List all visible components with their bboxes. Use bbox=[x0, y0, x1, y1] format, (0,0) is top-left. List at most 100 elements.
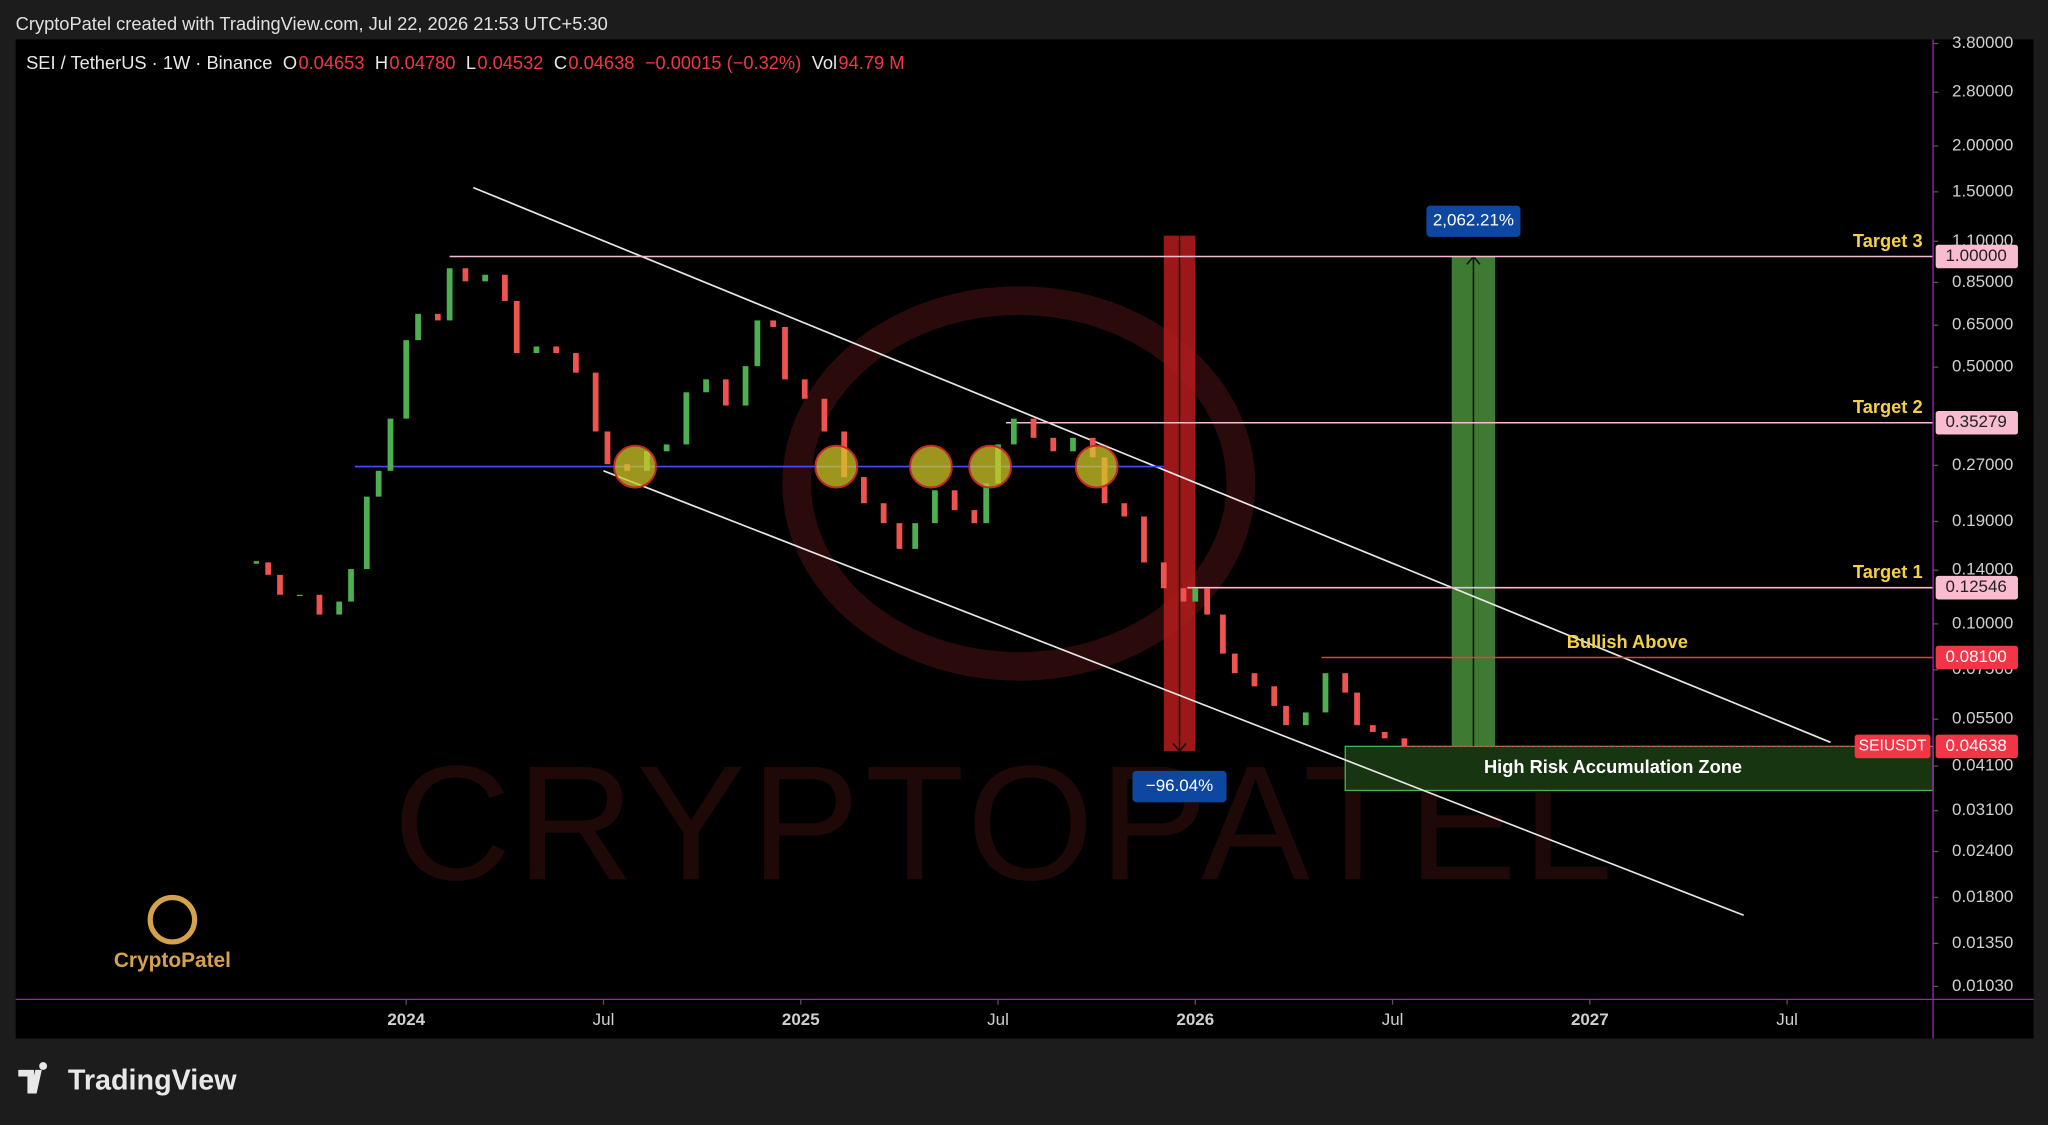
x-tick-label: Jul bbox=[593, 1010, 615, 1029]
candle bbox=[932, 490, 938, 524]
candle bbox=[951, 490, 958, 511]
candle bbox=[296, 594, 303, 597]
touch-marker bbox=[968, 444, 1013, 489]
x-tick-label: 2027 bbox=[1571, 1010, 1609, 1029]
last-name-box bbox=[1854, 734, 1931, 759]
candle bbox=[683, 392, 690, 445]
candle bbox=[1070, 437, 1076, 452]
watermark-ring bbox=[782, 286, 1256, 681]
candle bbox=[703, 379, 709, 393]
plot-layer: High Risk Accumulation Zone −96.04% 2,062.… bbox=[253, 186, 1934, 917]
y-tick-label: 0.85000 bbox=[1952, 272, 2013, 291]
candle bbox=[604, 431, 611, 465]
candle bbox=[592, 372, 599, 432]
y-tick-label: 0.01800 bbox=[1952, 887, 2013, 906]
y-tick-label: 2.80000 bbox=[1952, 82, 2013, 101]
level-name: Target 2 bbox=[1853, 396, 1923, 417]
price-label-box bbox=[1935, 410, 2018, 435]
y-tick-label: 0.50000 bbox=[1952, 357, 2013, 376]
candle bbox=[722, 379, 729, 406]
candle bbox=[446, 268, 453, 321]
ohlc-value: 0.04532 bbox=[477, 52, 543, 73]
candle bbox=[415, 313, 421, 341]
x-tick-label: 2025 bbox=[782, 1010, 820, 1029]
candle bbox=[1121, 503, 1128, 517]
candle bbox=[1160, 562, 1167, 589]
ohlc-value: 0.04653 bbox=[298, 52, 364, 73]
candle bbox=[1010, 418, 1017, 445]
logo-icon bbox=[147, 894, 198, 945]
volume-key: Vol bbox=[812, 52, 837, 73]
candle bbox=[1342, 673, 1349, 693]
measure-arrow-head bbox=[1172, 742, 1187, 753]
price-label: 0.35279 bbox=[1945, 412, 2006, 431]
candle bbox=[754, 320, 761, 367]
y-tick-label: 0.14000 bbox=[1952, 560, 2013, 579]
candle bbox=[983, 483, 990, 524]
candle bbox=[462, 268, 469, 282]
volume-value: 94.79 M bbox=[838, 52, 904, 73]
candle bbox=[880, 503, 887, 524]
y-tick-label: 0.01350 bbox=[1952, 933, 2013, 952]
chart-panel bbox=[15, 39, 2034, 1039]
credit: CryptoPatel created with TradingView.com… bbox=[16, 13, 608, 34]
x-tick-label: Jul bbox=[987, 1010, 1009, 1029]
candle bbox=[277, 574, 283, 595]
candle bbox=[1283, 705, 1289, 726]
level-name: Target 3 bbox=[1853, 230, 1923, 251]
candle bbox=[316, 594, 323, 615]
candle bbox=[253, 561, 259, 564]
x-tick-label: Jul bbox=[1382, 1010, 1404, 1029]
candle bbox=[1271, 686, 1278, 706]
last-name: SEIUSDT bbox=[1859, 738, 1927, 755]
touch-marker bbox=[909, 444, 953, 489]
zone-label: High Risk Accumulation Zone bbox=[1484, 756, 1742, 777]
candle bbox=[553, 346, 560, 354]
candle bbox=[403, 340, 410, 419]
candle bbox=[1369, 725, 1376, 732]
price-label-box bbox=[1935, 244, 2018, 269]
y-tick-label: 0.05500 bbox=[1952, 709, 2013, 728]
logo: CryptoPatel bbox=[114, 894, 231, 972]
price-label: 0.08100 bbox=[1945, 647, 2006, 666]
candle bbox=[1322, 673, 1329, 713]
brand-logo: TradingView bbox=[18, 1062, 237, 1096]
candle bbox=[801, 379, 808, 399]
measure-label-box bbox=[1426, 205, 1521, 237]
touch-marker bbox=[814, 444, 859, 489]
candle bbox=[265, 562, 272, 575]
candle bbox=[770, 320, 777, 327]
level-name: Target 1 bbox=[1853, 561, 1923, 582]
candle bbox=[742, 366, 749, 406]
candle bbox=[375, 470, 382, 497]
channel-line bbox=[603, 470, 1744, 917]
candle bbox=[1141, 516, 1147, 563]
candle bbox=[1204, 588, 1211, 615]
candle bbox=[1401, 738, 1408, 747]
y-tick-label: 2.00000 bbox=[1952, 135, 2013, 154]
candle bbox=[896, 523, 903, 549]
candle bbox=[348, 569, 354, 602]
logo-text: CryptoPatel bbox=[114, 949, 231, 972]
candle bbox=[434, 313, 441, 321]
y-tick-label: 0.04100 bbox=[1952, 756, 2013, 775]
y-tick-label: 3.80000 bbox=[1952, 33, 2013, 52]
y-tick-label: 0.10000 bbox=[1952, 613, 2013, 632]
price-label: 1.00000 bbox=[1945, 246, 2006, 265]
candle bbox=[502, 274, 508, 301]
x-tick-label: 2024 bbox=[387, 1010, 425, 1029]
candle bbox=[663, 444, 670, 452]
y-tick-label: 0.02400 bbox=[1952, 841, 2013, 860]
candle bbox=[782, 326, 788, 380]
candle bbox=[1354, 692, 1360, 726]
candle bbox=[533, 346, 540, 354]
measure-label: 2,062.21% bbox=[1433, 211, 1514, 230]
legend-header: SEI / TetherUS · 1W · Binance O0.04653 H0.… bbox=[26, 52, 904, 73]
brand-name: TradingView bbox=[68, 1064, 237, 1096]
y-tick-label: 0.27000 bbox=[1952, 455, 2013, 474]
candle bbox=[387, 418, 394, 471]
ohlc-value: 0.04638 bbox=[568, 52, 634, 73]
candle bbox=[482, 274, 489, 282]
